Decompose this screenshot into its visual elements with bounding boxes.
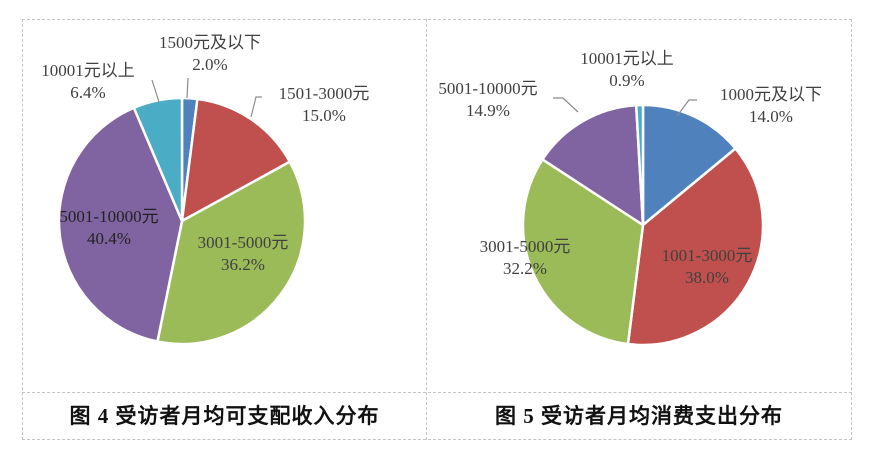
slice-label-expense-4: 10001元以上 0.9% — [580, 49, 674, 90]
income-leader-line — [250, 96, 262, 118]
slice-label-expense-3: 5001-10000元 14.9% — [438, 79, 538, 120]
expense-slice-1 — [626, 147, 765, 347]
expense-leader-line — [553, 97, 579, 113]
figure-5-caption: 图 5 受访者月均消费支出分布 — [495, 404, 783, 428]
slice-label-income-3: 5001-10000元 40.4% — [59, 207, 159, 248]
income-slice-4 — [132, 96, 184, 223]
figure-4-caption: 图 4 受访者月均可支配收入分布 — [69, 404, 380, 428]
caption-divider — [22, 392, 852, 393]
slice-label-income-1: 1501-3000元 15.0% — [278, 84, 370, 125]
slice-label-income-4: 10001元以上 6.4% — [41, 61, 135, 102]
figure-frame — [22, 19, 852, 440]
slice-label-income-2: 3001-5000元 36.2% — [197, 233, 289, 274]
expense-slice-0 — [641, 103, 737, 227]
income-slice-2 — [156, 160, 307, 346]
slice-label-expense-0: 1000元及以下 14.0% — [720, 85, 822, 126]
slice-label-expense-2: 3001-5000元 32.2% — [479, 237, 571, 278]
income-pie-svg — [57, 77, 307, 346]
slice-label-income-0: 1500元及以下 2.0% — [159, 33, 261, 74]
expense-slice-4 — [634, 103, 645, 227]
income-leader-line — [151, 79, 160, 103]
expense-leader-line — [676, 99, 697, 117]
income-leader-line — [186, 77, 189, 99]
expense-pie-chart: 1000元及以下 14.0% 1001-3000元 38.0% 3001-5000元… — [427, 20, 851, 392]
expense-pie-svg — [521, 97, 765, 347]
panel-divider — [426, 19, 427, 440]
income-slice-1 — [180, 97, 292, 223]
income-slice-3 — [57, 106, 184, 343]
income-pie-chart: 1500元及以下 2.0% 1501-3000元 15.0% 3001-5000元 3… — [23, 20, 426, 392]
slice-label-expense-1: 1001-3000元 38.0% — [661, 246, 753, 287]
expense-slice-3 — [541, 103, 645, 227]
